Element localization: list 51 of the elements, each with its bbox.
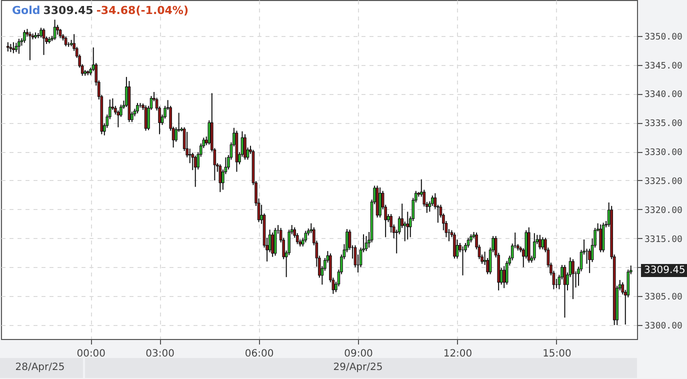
candlestick <box>599 224 602 253</box>
y-tick-label: 3300.00 <box>644 322 682 332</box>
candlestick <box>116 110 120 128</box>
y-tick-label: 3350.00 <box>644 32 682 42</box>
y-tick-label: 3305.00 <box>644 292 682 303</box>
candlestick <box>563 264 566 318</box>
chart-title: Gold <box>12 4 40 17</box>
candlestick <box>244 134 246 160</box>
y-tick-label: 3330.00 <box>644 148 682 158</box>
x-tick-label: 06:00 <box>244 348 274 360</box>
candlestick <box>271 232 274 258</box>
candlestick <box>538 234 542 250</box>
candlestick <box>218 164 222 193</box>
text: 29/Apr/25 <box>333 362 383 373</box>
candlestick <box>406 211 410 240</box>
y-tick-label: 3335.00 <box>644 119 682 130</box>
candlestick <box>14 42 18 53</box>
candlestick <box>304 230 308 243</box>
candlestick <box>40 27 42 38</box>
candlestick <box>364 236 368 252</box>
x-tick-label: 09:00 <box>344 348 373 360</box>
candlestick <box>28 31 32 61</box>
y-tick-label: 3320.00 <box>644 206 682 216</box>
candlestick <box>378 186 382 218</box>
y-tick-label: 3325.00 <box>644 176 682 187</box>
candlestick <box>136 102 139 114</box>
y-tick-label: 3315.00 <box>644 234 682 245</box>
candlestick <box>23 30 26 44</box>
y-tick-label: 3345.00 <box>644 61 682 72</box>
candlestick <box>64 36 68 47</box>
x-tick-label: 03:00 <box>146 348 174 360</box>
y-tick-label: 3340.00 <box>644 90 682 100</box>
candlestick <box>6 42 10 52</box>
candlestick <box>502 266 506 289</box>
candlestick <box>533 232 536 261</box>
x-tick-label: 15:00 <box>542 348 572 360</box>
candlestick <box>588 248 591 274</box>
candlestick <box>572 258 574 300</box>
candlestick <box>12 42 15 54</box>
candlestick <box>144 104 148 132</box>
x-tick-label: 12:00 <box>443 348 472 360</box>
text: 3309.45 <box>641 264 687 277</box>
annotation: 3309.45 <box>43 4 94 17</box>
candlestick <box>18 38 20 54</box>
candlestick <box>453 232 456 260</box>
candlestick <box>53 19 56 40</box>
candlestick <box>194 155 197 188</box>
annotation: -34.68(-1.04%) <box>96 4 188 17</box>
x-tick-label: 00:00 <box>76 348 106 360</box>
text: 28/Apr/25 <box>15 362 65 373</box>
candlestick <box>541 236 544 250</box>
